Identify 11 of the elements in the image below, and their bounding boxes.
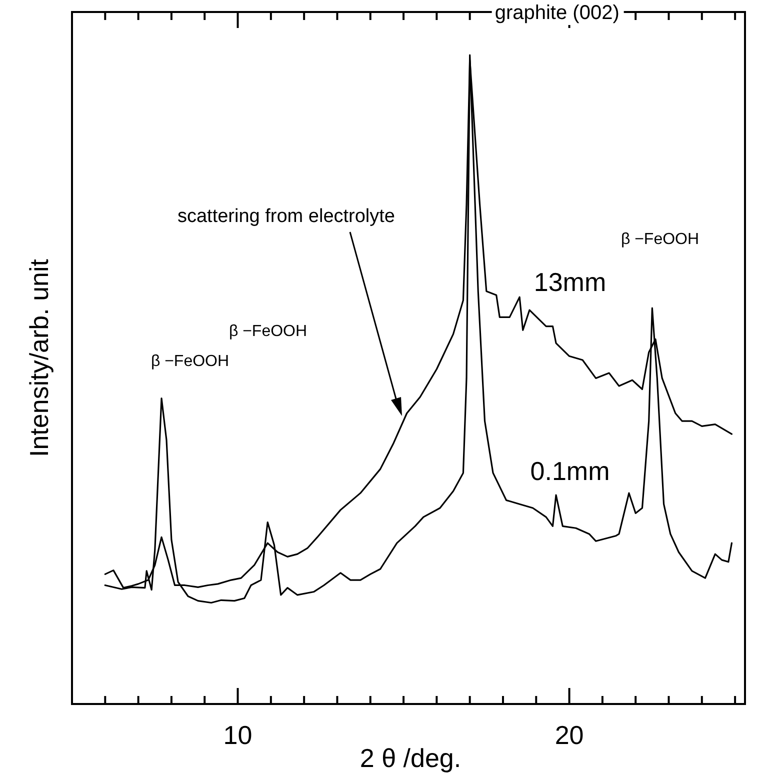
annotation: β −FeOOH (620, 231, 700, 248)
annotation: scattering from electrolyte (177, 206, 395, 227)
series-label: 13mm (534, 267, 606, 297)
annotation: β −FeOOH (150, 353, 230, 370)
annotation: graphite (002) (494, 2, 620, 24)
series-label: 0.1mm (530, 456, 610, 486)
x-tick-label: 10 (223, 720, 252, 750)
annotation: β −FeOOH (228, 323, 308, 340)
y-axis-title: Intensity/arb. unit (24, 258, 54, 457)
x-axis-title: 2 θ /deg. (360, 743, 462, 773)
x-tick-label: 20 (554, 720, 584, 750)
